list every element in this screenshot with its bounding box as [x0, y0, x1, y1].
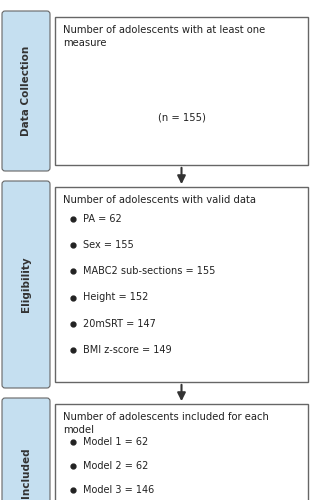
- FancyBboxPatch shape: [55, 404, 308, 500]
- FancyBboxPatch shape: [2, 398, 50, 500]
- Text: Model 3 = 146: Model 3 = 146: [83, 485, 154, 495]
- Text: 20mSRT = 147: 20mSRT = 147: [83, 318, 156, 328]
- Text: Number of adolescents with at least one
measure: Number of adolescents with at least one …: [63, 25, 265, 48]
- Text: Data Collection: Data Collection: [21, 46, 31, 136]
- Text: Sex = 155: Sex = 155: [83, 240, 134, 250]
- Text: Height = 152: Height = 152: [83, 292, 149, 302]
- Text: (n = 155): (n = 155): [158, 112, 205, 122]
- Text: MABC2 sub-sections = 155: MABC2 sub-sections = 155: [83, 266, 215, 276]
- FancyBboxPatch shape: [2, 11, 50, 171]
- FancyBboxPatch shape: [55, 17, 308, 165]
- Text: Number of adolescents with valid data: Number of adolescents with valid data: [63, 195, 256, 205]
- Text: PA = 62: PA = 62: [83, 214, 122, 224]
- FancyBboxPatch shape: [55, 187, 308, 382]
- Text: Number of adolescents included for each
model: Number of adolescents included for each …: [63, 412, 269, 435]
- Text: Model 1 = 62: Model 1 = 62: [83, 437, 148, 447]
- Text: BMI z-score = 149: BMI z-score = 149: [83, 345, 172, 355]
- Text: Included: Included: [21, 448, 31, 498]
- Text: Eligibility: Eligibility: [21, 256, 31, 312]
- FancyBboxPatch shape: [2, 181, 50, 388]
- Text: Model 2 = 62: Model 2 = 62: [83, 461, 149, 471]
